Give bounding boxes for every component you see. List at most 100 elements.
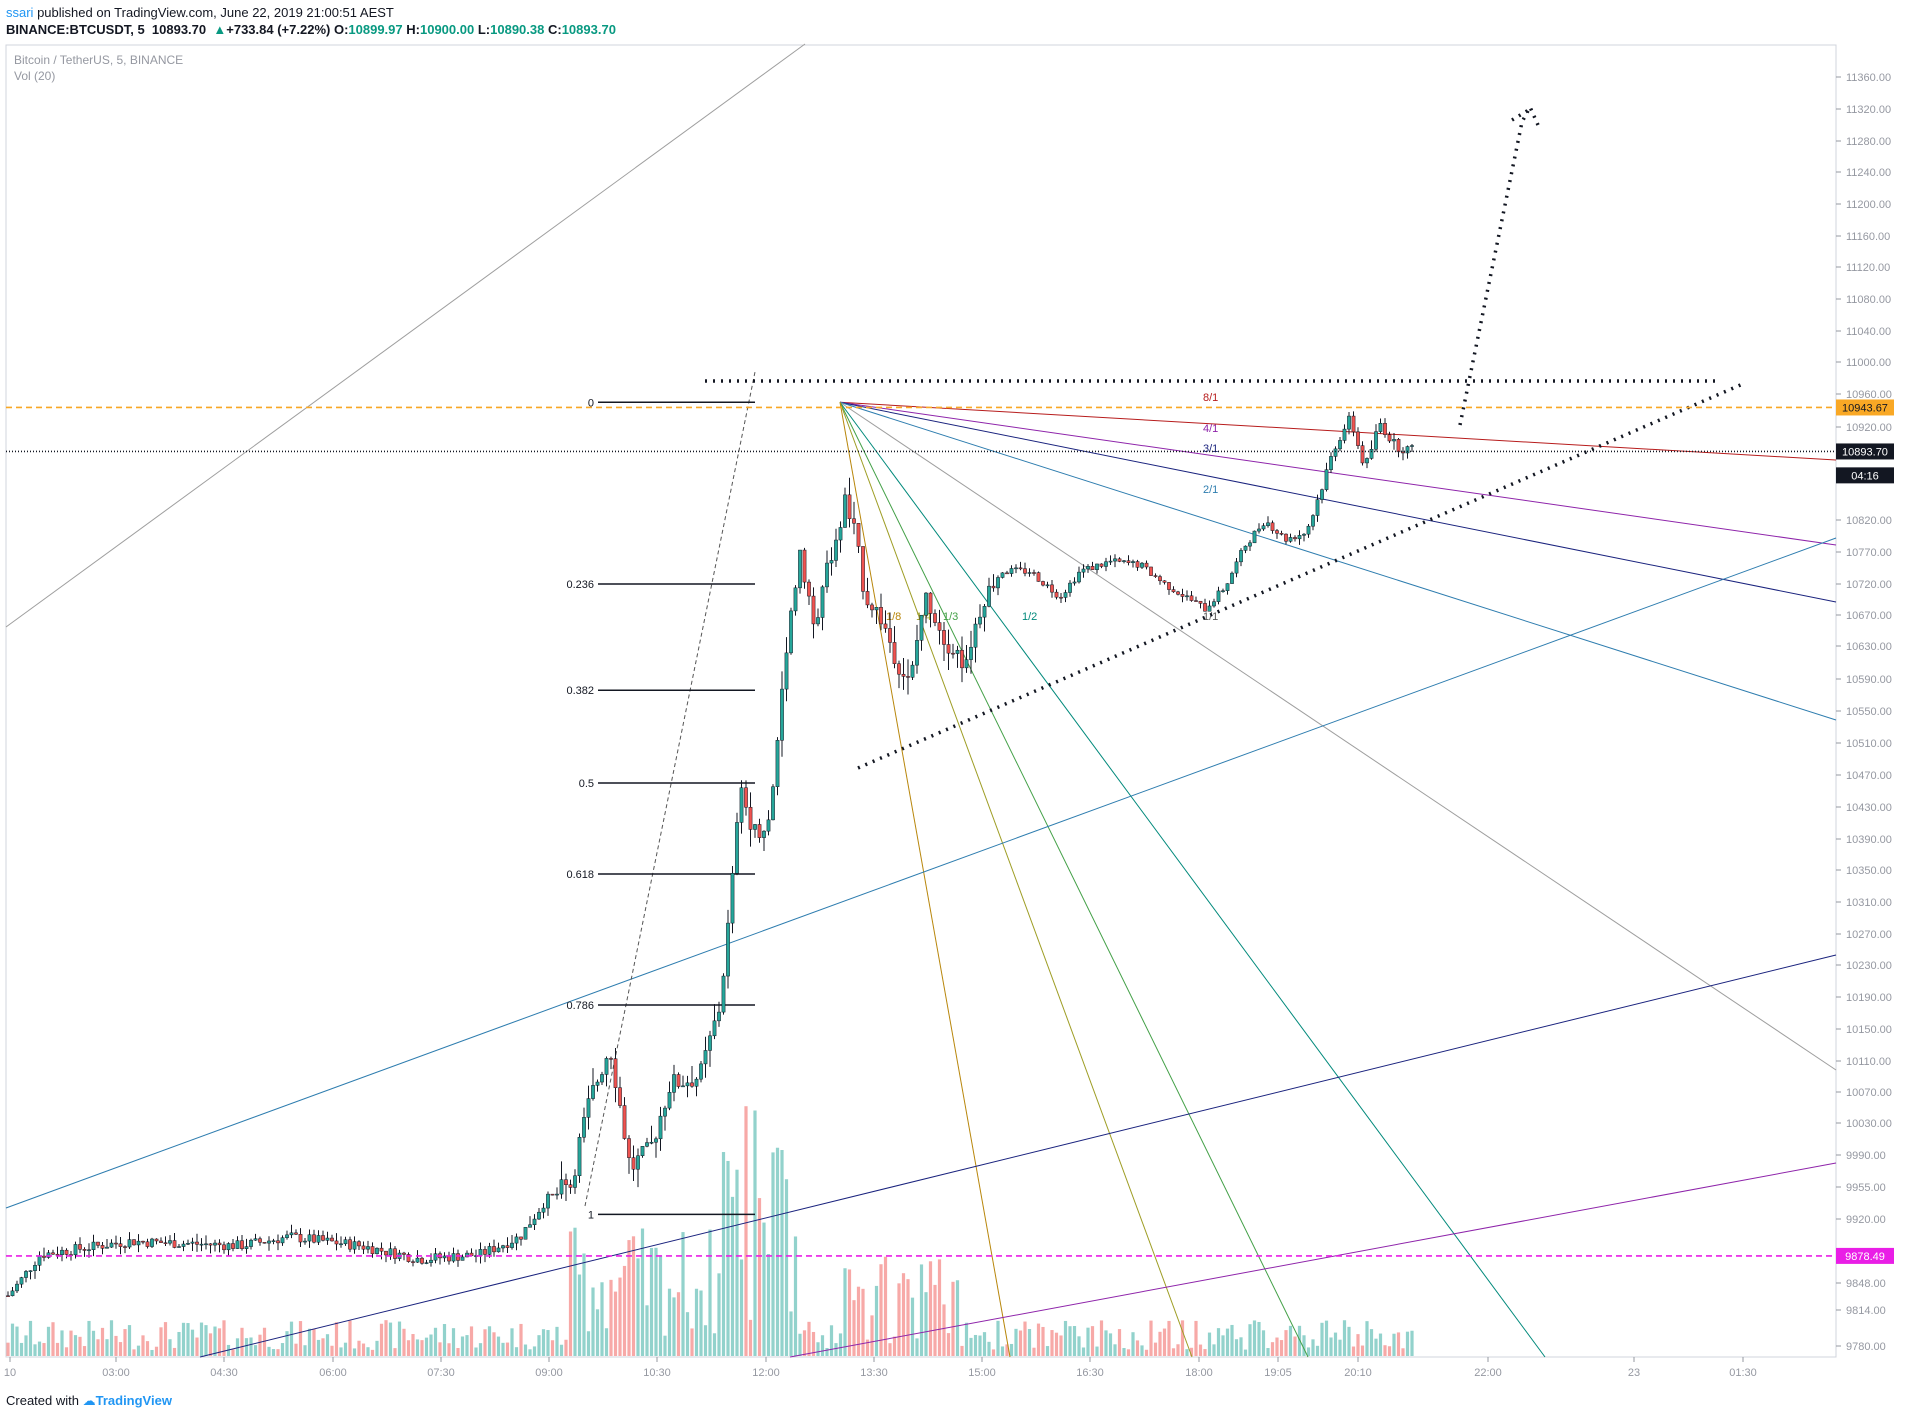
time-axis[interactable]: 10 03:00 04:30 06:00 07:30 09:00 10:30 12:00 13:… xyxy=(4,1357,1757,1379)
volume-bar xyxy=(1288,1325,1293,1356)
fib-diagonal xyxy=(584,371,756,1207)
candle-body xyxy=(496,1247,501,1253)
candle-body xyxy=(1059,596,1063,599)
candle-body xyxy=(555,1193,559,1196)
low-value: 10890.38 xyxy=(490,22,545,37)
candle-body xyxy=(951,652,955,655)
volume-bar xyxy=(64,1347,69,1356)
candle-body xyxy=(568,1184,573,1188)
candle-body xyxy=(393,1248,397,1259)
volume-bar xyxy=(87,1320,91,1356)
volume-bar xyxy=(1207,1332,1212,1356)
volume-bar xyxy=(267,1346,271,1356)
volume-bar xyxy=(352,1348,357,1356)
close-label: C: xyxy=(547,22,562,37)
candle-body xyxy=(906,676,910,678)
volume-bar xyxy=(748,1319,753,1356)
volume-bar xyxy=(577,1274,582,1356)
y-tick-label: 11040.00 xyxy=(1846,326,1891,338)
candle-body xyxy=(811,595,816,625)
volume-bar xyxy=(559,1344,564,1356)
volume-bar xyxy=(1302,1335,1306,1356)
candle-body xyxy=(42,1255,46,1258)
candle-body xyxy=(834,539,838,561)
volume-bar xyxy=(600,1282,604,1356)
candle-body xyxy=(244,1246,249,1249)
volume-bar xyxy=(960,1345,964,1356)
candle-body xyxy=(982,606,987,618)
volume-bar xyxy=(82,1346,87,1356)
volume-bar xyxy=(658,1255,663,1356)
volume-bar xyxy=(784,1179,789,1356)
volume-bar xyxy=(1117,1329,1122,1356)
candle-body xyxy=(343,1239,348,1245)
candle-body xyxy=(712,1020,717,1037)
channel-line xyxy=(789,1162,1837,1358)
candle-body xyxy=(1131,561,1135,563)
candle-body xyxy=(1333,448,1338,457)
candle-body xyxy=(154,1238,159,1242)
volume-bar xyxy=(537,1335,541,1356)
candle-body xyxy=(1099,563,1104,567)
candle-body xyxy=(541,1207,546,1213)
candle-body xyxy=(964,659,969,669)
candle-body xyxy=(411,1261,415,1263)
volume-bar xyxy=(730,1196,735,1356)
volume-bar xyxy=(1122,1348,1126,1356)
volume-bar xyxy=(415,1339,420,1356)
candle-body xyxy=(501,1245,505,1249)
volume-bar xyxy=(1234,1339,1239,1356)
candle-body xyxy=(685,1082,690,1087)
candle-body xyxy=(348,1239,352,1250)
candle-body xyxy=(361,1245,366,1250)
y-tick-label: 10470.00 xyxy=(1846,770,1892,782)
volume-bar xyxy=(856,1286,861,1356)
candle-body xyxy=(78,1244,82,1250)
volume-bar xyxy=(564,1339,568,1356)
volume-bar xyxy=(1360,1345,1365,1356)
candle-body xyxy=(1315,499,1320,516)
volume-bar xyxy=(1252,1320,1257,1356)
volume-bar xyxy=(942,1304,946,1356)
volume-bar xyxy=(442,1324,447,1356)
volume-bar xyxy=(996,1320,1000,1356)
candle-body xyxy=(1266,522,1270,526)
y-tick-label: 10630.00 xyxy=(1846,641,1892,653)
volume-bar xyxy=(1068,1326,1072,1356)
candle-body xyxy=(924,592,928,616)
candle-body xyxy=(928,592,933,614)
candle-body xyxy=(258,1238,262,1243)
candle-body xyxy=(933,613,937,623)
candle-body xyxy=(1113,558,1117,562)
volume-bar xyxy=(55,1342,60,1356)
gann-fan-label: 1/3 xyxy=(943,611,958,623)
volume-bar xyxy=(343,1342,348,1356)
candle-body xyxy=(465,1252,469,1258)
candle-body xyxy=(456,1253,460,1261)
candle-body xyxy=(231,1243,235,1249)
candle-body xyxy=(784,652,789,690)
volume-bar xyxy=(1126,1349,1131,1356)
volume-bar xyxy=(42,1343,46,1356)
fib-level-label: 0.382 xyxy=(566,685,594,697)
candle-body xyxy=(15,1283,19,1292)
volume-bar xyxy=(1198,1344,1203,1356)
author-link[interactable]: ssari xyxy=(6,5,34,20)
volume-bar xyxy=(262,1327,267,1356)
tradingview-brand[interactable]: TradingView xyxy=(95,1393,172,1408)
candle-body xyxy=(789,610,793,654)
candle-body xyxy=(1279,533,1284,535)
candle-body xyxy=(60,1249,64,1256)
candle-body xyxy=(312,1234,316,1243)
x-tick-label: 18:00 xyxy=(1185,1367,1213,1379)
candle-body xyxy=(1212,601,1216,607)
volume-bar xyxy=(168,1339,172,1356)
y-tick-label: 11080.00 xyxy=(1846,294,1891,306)
candle-body xyxy=(1401,451,1405,454)
price-axis[interactable]: 9780.00 9814.00 9848.00 9920.00 9955.00 9990.… xyxy=(1836,72,1892,1353)
volume-bar xyxy=(127,1325,132,1356)
gann-fan-label: 8/1 xyxy=(1203,392,1218,404)
volume-bar xyxy=(910,1297,915,1356)
volume-bar xyxy=(1405,1331,1410,1356)
